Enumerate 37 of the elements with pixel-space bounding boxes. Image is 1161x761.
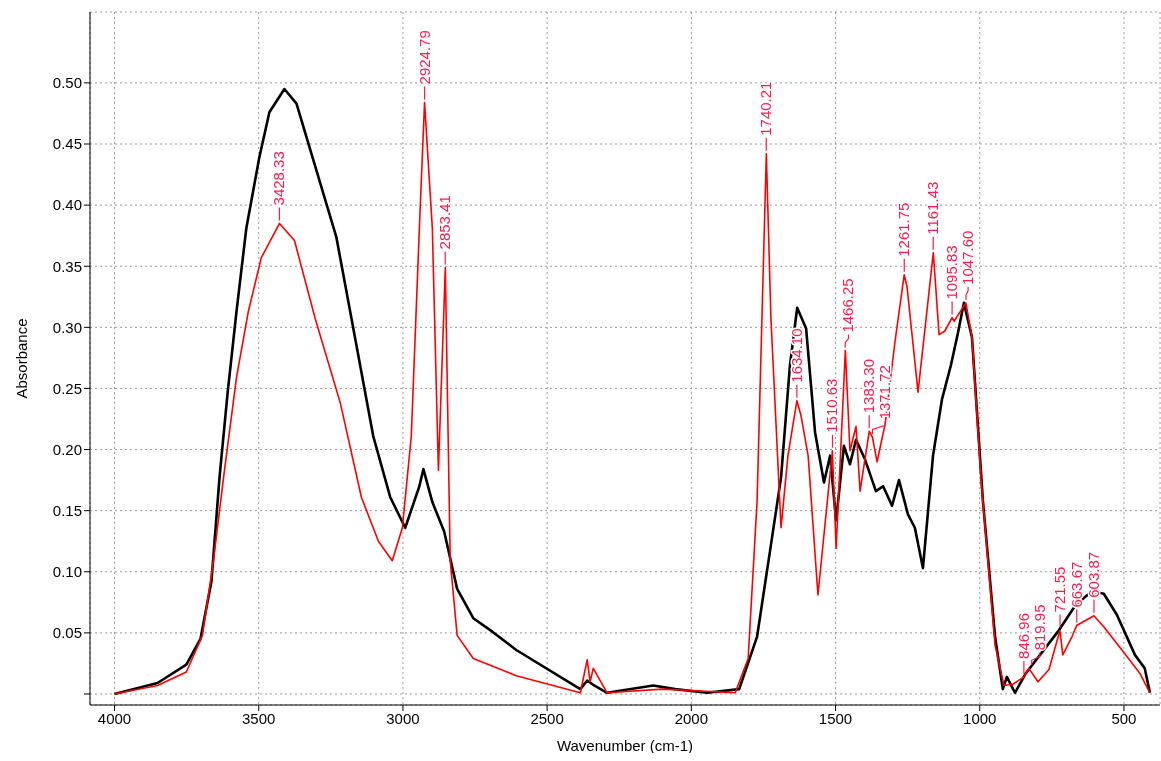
x-tick-label: 500 [1111, 709, 1137, 727]
x-tick-label: 1000 [963, 709, 997, 727]
y-tick-label: 0.25 [52, 379, 82, 397]
y-tick-label: 0.20 [52, 440, 82, 458]
annotation: 1047.60 [959, 230, 977, 285]
annotation: 1383.30 [860, 358, 878, 414]
y-tick-label: 0.05 [52, 624, 82, 642]
annotation: 2853.41 [436, 195, 454, 250]
annotation: 846.96 [1014, 613, 1032, 659]
x-tick-label: 1500 [818, 709, 853, 727]
annotation: 1161.43 [924, 181, 942, 235]
annotation: 1740.21 [757, 81, 775, 136]
x-tick-label: 3000 [386, 709, 420, 727]
annotation: 819.95 [1030, 604, 1048, 651]
annotation: 663.67 [1067, 561, 1085, 608]
x-tick-label: 3500 [242, 709, 276, 727]
annotation: 1261.75 [895, 202, 913, 257]
y-tick-label: 0.15 [52, 501, 82, 519]
y-tick-label: 0.45 [52, 135, 82, 153]
annotation: 603.87 [1084, 551, 1102, 598]
x-tick-label: 2000 [674, 709, 709, 727]
annotation: 1466.25 [839, 278, 857, 333]
annotation: 2924.79 [415, 30, 433, 85]
y-tick-label: 0.30 [52, 318, 82, 336]
annotation: 721.55 [1051, 566, 1069, 613]
annotation: 3428.33 [270, 151, 288, 206]
annotation: 1095.83 [943, 245, 961, 300]
y-tick-label: 0.40 [52, 196, 82, 214]
y-tick-label: 0.50 [52, 74, 82, 92]
y-tick-label: 0.10 [52, 563, 82, 581]
x-tick-label: 4000 [97, 709, 132, 727]
x-tick-label: 2500 [530, 709, 564, 727]
y-axis-title: Absorbance [13, 318, 31, 399]
annotation: 1371.72 [876, 365, 894, 420]
annotation: 1634.10 [787, 328, 805, 383]
annotation: 1510.63 [823, 378, 841, 433]
y-tick-label: 0.35 [52, 257, 82, 275]
